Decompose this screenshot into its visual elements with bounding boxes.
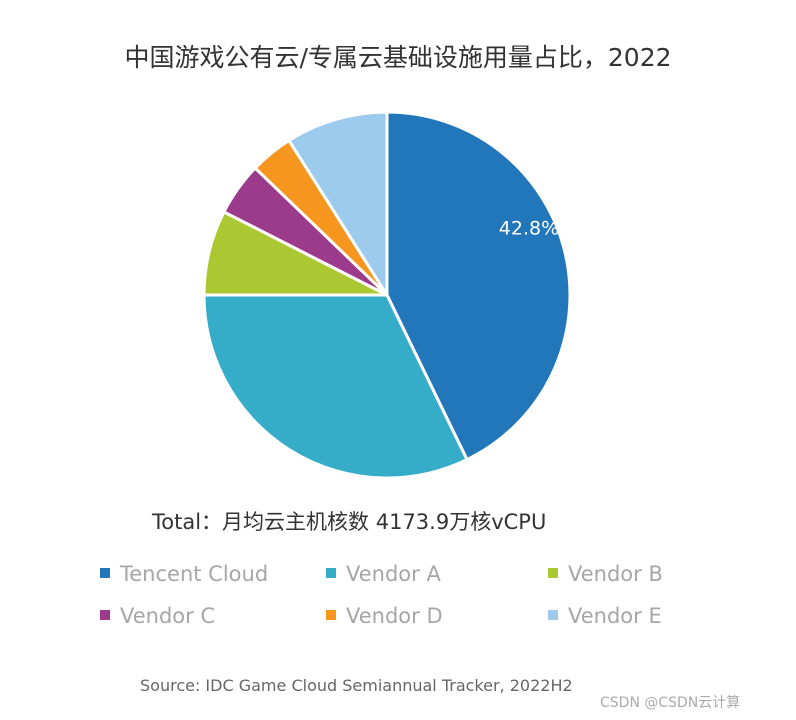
legend-label: Vendor A <box>346 562 441 586</box>
legend-swatch <box>548 568 558 578</box>
chart-title: 中国游戏公有云/专属云基础设施用量占比，2022 <box>124 43 672 72</box>
pie-slice-tencent-cloud <box>385 110 572 462</box>
legend-item: Tencent Cloud <box>100 562 268 586</box>
legend-label: Vendor B <box>568 562 663 586</box>
legend-swatch <box>548 610 558 620</box>
watermark: CSDN @CSDN云计算 <box>600 695 741 711</box>
pie-chart: 42.8% <box>202 110 572 480</box>
legend-label: Tencent Cloud <box>120 562 269 586</box>
legend-label: Vendor D <box>346 604 443 628</box>
legend-swatch <box>100 568 110 578</box>
data-label: 42.8% <box>499 218 559 240</box>
pie-slice-vendor-a <box>202 293 469 480</box>
pie-slice-vendor-e <box>286 110 389 301</box>
legend-item: Vendor A <box>326 562 441 586</box>
legend-item: Vendor B <box>548 562 663 586</box>
legend-item: Vendor C <box>100 604 215 628</box>
legend-item: Vendor D <box>326 604 443 628</box>
legend-label: Vendor C <box>120 604 216 628</box>
legend-item: Vendor E <box>548 604 662 628</box>
legend-swatch <box>100 610 110 620</box>
legend-swatch <box>326 610 336 620</box>
source-note: Source: IDC Game Cloud Semiannual Tracke… <box>140 676 573 695</box>
total-label: Total：月均云主机核数 4173.9万核vCPU <box>152 510 547 534</box>
legend-swatch <box>326 568 336 578</box>
legend-label: Vendor E <box>568 604 662 628</box>
